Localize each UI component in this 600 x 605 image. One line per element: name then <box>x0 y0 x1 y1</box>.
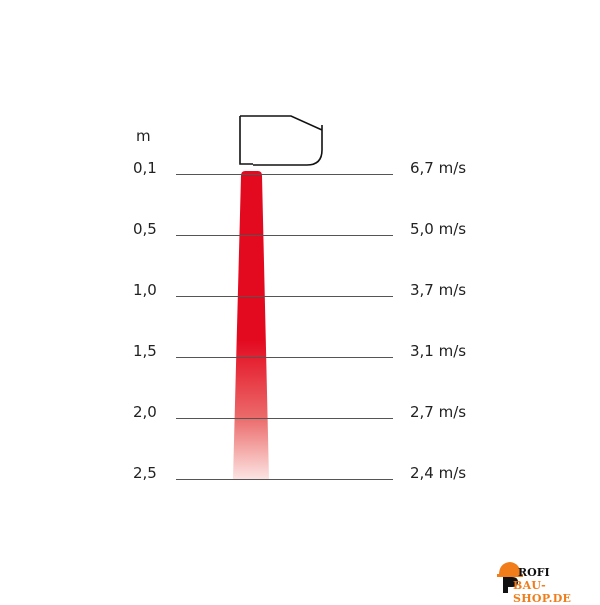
distance-label: 2,0 <box>133 403 157 421</box>
distance-line <box>176 174 393 175</box>
distance-line <box>176 479 393 480</box>
distance-line <box>176 357 393 358</box>
speed-label: 2,4 m/s <box>410 464 467 482</box>
air-beam <box>233 171 269 479</box>
speed-label: 5,0 m/s <box>410 220 467 238</box>
distance-label: 0,5 <box>133 220 157 238</box>
hard-hat-logo-icon <box>497 562 523 593</box>
speed-label: 2,7 m/s <box>410 403 467 421</box>
speed-label: 3,1 m/s <box>410 342 467 360</box>
device-outline-icon <box>239 115 323 166</box>
unit-label: m <box>136 127 151 145</box>
speed-label: 6,7 m/s <box>410 159 467 177</box>
distance-label: 1,5 <box>133 342 157 360</box>
distance-label: 2,5 <box>133 464 157 482</box>
distance-line <box>176 418 393 419</box>
distance-label: 0,1 <box>133 159 157 177</box>
distance-line <box>176 235 393 236</box>
logo-text-profi: ROFI <box>518 566 550 579</box>
distance-label: 1,0 <box>133 281 157 299</box>
logo-text-shop: BAU-SHOP.DE <box>513 579 572 605</box>
speed-label: 3,7 m/s <box>410 281 467 299</box>
distance-line <box>176 296 393 297</box>
